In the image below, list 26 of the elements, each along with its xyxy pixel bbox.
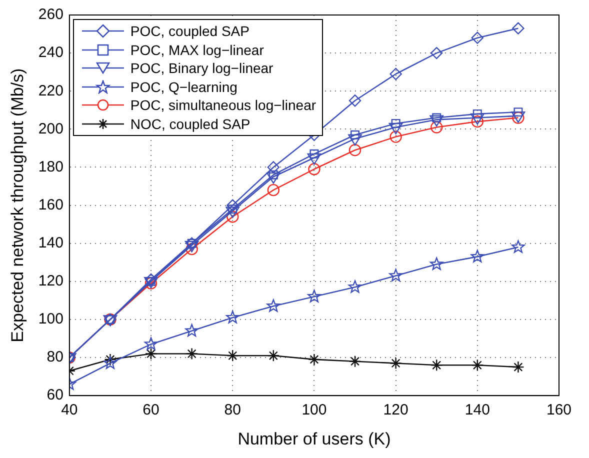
x-tick-label: 60 xyxy=(142,402,160,419)
legend-label: POC, Binary log−linear xyxy=(130,59,274,78)
y-tick-label: 260 xyxy=(38,6,64,24)
y-tick-label: 120 xyxy=(38,272,64,290)
x-tick-label: 100 xyxy=(302,402,327,419)
x-tick-label: 80 xyxy=(224,402,241,419)
x-tick-label: 160 xyxy=(546,402,572,419)
y-tick-label: 80 xyxy=(46,348,64,366)
y-tick-label: 60 xyxy=(46,386,64,404)
x-axis-title: Number of users (K) xyxy=(238,429,391,448)
legend-label: POC, coupled SAP xyxy=(130,22,250,40)
legend-label: POC, Q−learning xyxy=(130,78,238,96)
x-tick-label: 120 xyxy=(383,402,408,419)
y-tick-label: 140 xyxy=(38,234,64,252)
y-tick-label: 220 xyxy=(38,82,64,100)
legend-label: POC, MAX log−linear xyxy=(130,40,264,59)
x-tick-label: 40 xyxy=(61,402,78,419)
y-tick-label: 100 xyxy=(38,310,64,328)
y-axis-title: Expected network throughput (Mb/s) xyxy=(8,68,27,342)
legend-label: NOC, coupled SAP xyxy=(130,114,250,133)
x-tick-label: 140 xyxy=(464,402,490,419)
y-tick-label: 240 xyxy=(38,44,64,62)
y-tick-label: 200 xyxy=(38,120,64,138)
legend-label: POC, simultaneous log−linear xyxy=(130,96,316,114)
y-tick-label: 160 xyxy=(38,196,64,214)
y-tick-label: 180 xyxy=(38,158,64,176)
